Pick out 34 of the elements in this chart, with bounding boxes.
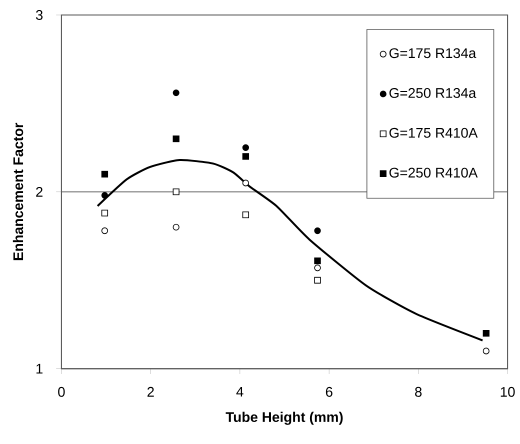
- x-tick-label: 2: [147, 387, 154, 397]
- point: [314, 264, 321, 272]
- point: [314, 228, 321, 234]
- point: [482, 348, 490, 355]
- x-tick-label: 4: [236, 387, 244, 397]
- point: [482, 330, 490, 337]
- legend-label: G=175 R410A: [389, 128, 478, 138]
- point: [101, 171, 108, 178]
- legend-label: G=250 R410A: [389, 168, 478, 178]
- point: [242, 153, 250, 160]
- point: [172, 90, 180, 96]
- point: [172, 188, 180, 196]
- legend-label: G=250 R134a: [389, 88, 476, 98]
- line-series: [96, 159, 484, 342]
- point: [314, 277, 321, 284]
- point: [314, 258, 321, 264]
- x-tick-label: 0: [58, 387, 65, 398]
- point: [101, 192, 108, 199]
- legend-label: G=175 R134a: [389, 48, 476, 58]
- point: [242, 212, 250, 218]
- point: [242, 180, 250, 187]
- y-axis-title: Enhancement Factor: [12, 123, 24, 260]
- y-tick-label: 2: [36, 187, 42, 197]
- y-tick-label: 1: [36, 364, 42, 374]
- point: [172, 224, 180, 231]
- point: [172, 136, 180, 142]
- point: [242, 144, 250, 152]
- point: [101, 210, 108, 217]
- x-tick-label: 6: [326, 387, 332, 398]
- y-tick-label: 3: [36, 10, 43, 20]
- x-tick-label: 10: [500, 387, 515, 398]
- x-tick-label: 8: [415, 387, 422, 398]
- x-axis-title: Tube Height (mm): [226, 412, 343, 426]
- point: [101, 228, 108, 234]
